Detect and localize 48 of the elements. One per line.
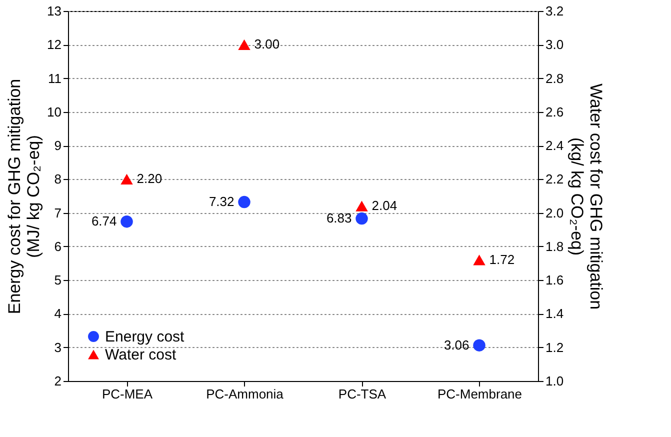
y-tick-label: 9 <box>54 138 62 154</box>
y-tick-label: 10 <box>47 104 62 120</box>
y-axis-title: Energy cost for GHG mitigation (MJ/ kg CO₂-eq) <box>5 78 44 314</box>
point <box>473 254 486 266</box>
point <box>120 174 133 184</box>
data-label: 2.04 <box>372 198 398 214</box>
data-label: 7.32 <box>208 194 234 210</box>
y2-tick-label: 2.0 <box>546 205 564 220</box>
x-tick-label: PC-Ammonia <box>206 386 284 402</box>
y2-tick-label: 1.4 <box>546 306 564 322</box>
y2-tick-label: 3.2 <box>546 4 564 18</box>
point <box>356 200 368 212</box>
y2-tick-label: 1.0 <box>546 374 564 388</box>
y-tick-label: 12 <box>47 37 62 52</box>
y2-tick-label: 3.0 <box>546 37 564 52</box>
legend-label: Energy cost <box>105 328 186 346</box>
data-label: 2.20 <box>136 171 162 186</box>
y-tick-label: 13 <box>47 4 62 18</box>
data-label: 3.06 <box>444 337 470 352</box>
x-tick-label: PC-TSA <box>338 386 386 402</box>
y2-tick-label: 2.2 <box>546 172 564 187</box>
data-label: 1.72 <box>489 252 515 267</box>
y2-tick-label: 1.8 <box>546 238 564 254</box>
data-label: 6.83 <box>326 210 352 226</box>
point <box>473 339 486 352</box>
y-tick-label: 7 <box>54 205 62 220</box>
y-tick-label: 11 <box>48 70 62 86</box>
y2-tick-label: 1.6 <box>546 272 564 288</box>
legend-label: Water cost <box>105 346 177 364</box>
y2-tick-label: 2.6 <box>546 104 564 120</box>
y-tick-label: 5 <box>54 272 62 288</box>
point <box>238 39 250 50</box>
point <box>120 215 133 228</box>
y2-tick-label: 2.4 <box>546 138 564 154</box>
point <box>238 196 250 208</box>
y2-tick-label: 1.2 <box>546 340 564 355</box>
x-tick-label: PC-Membrane <box>437 386 522 402</box>
y-tick-label: 6 <box>54 238 62 254</box>
data-label: 3.00 <box>254 36 280 52</box>
y-tick-label: 4 <box>54 306 62 322</box>
point <box>356 212 368 225</box>
y-tick-label: 2 <box>54 374 62 388</box>
data-label: 6.74 <box>91 214 117 229</box>
x-tick-label: PC-MEA <box>102 386 153 402</box>
y2-axis-title: Water cost for GHG mitigation (kg/ kg CO₂-eq) <box>568 83 606 310</box>
y-tick-label: 3 <box>54 340 62 355</box>
y-tick-label: 8 <box>54 172 62 187</box>
y2-tick-label: 2.8 <box>546 70 564 86</box>
